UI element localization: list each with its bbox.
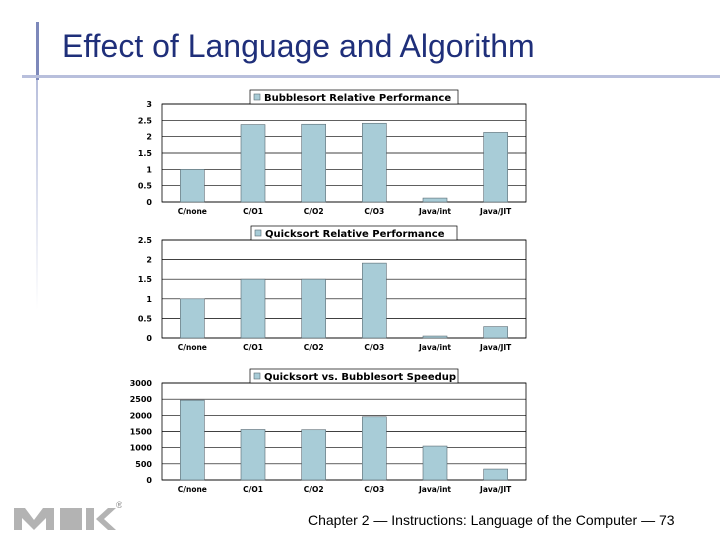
x-tick-label: C/O1 [243,485,263,494]
accent-horizontal-bar [22,75,720,78]
chart-title: Bubblesort Relative Performance [264,93,451,104]
legend-swatch [253,93,261,101]
bar [240,124,266,203]
x-tick-label: C/O3 [364,207,384,216]
y-tick-label: 0.5 [138,182,153,191]
y-tick-label: 0 [146,334,152,343]
y-tick-label: 500 [135,460,152,469]
y-tick-label: 2500 [130,395,153,404]
bar [180,399,205,481]
y-tick-label: 2 [146,256,152,265]
bar [362,122,387,203]
y-tick-label: 3 [146,100,152,109]
bar [422,335,448,339]
bubblesort-chart: 0 0.5 1 1.5 2 2.5 3 C/none C/O1 C/O2 C/O3 Java/int J… [138,89,527,216]
mk-logo-shape [14,508,116,530]
y-tick-label: 0.5 [138,314,153,323]
y-tick-label: 0 [146,198,152,207]
bar [362,262,387,339]
bar [180,169,205,203]
y-tick-label: 2000 [130,411,153,420]
y-tick-label: 2.5 [138,236,153,245]
bar [422,197,448,203]
x-tick-label: Java/JIT [479,485,512,494]
y-tick-label: 1.5 [138,275,153,284]
x-tick-label: C/none [178,343,207,352]
x-tick-label: Java/int [418,207,451,216]
bar [180,298,205,339]
legend-box [249,89,459,105]
y-tick-label: 1 [146,295,152,304]
bar [240,429,266,481]
y-tick-label: 1000 [130,444,153,453]
bar [422,445,448,481]
bar [240,278,266,339]
y-tick-label: 1.5 [138,149,153,158]
chart-title: Quicksort Relative Performance [265,229,445,240]
registered-mark: ® [116,500,122,510]
y-tick-label: 0 [146,476,152,485]
bar [483,326,508,339]
x-tick-label: C/O2 [304,485,324,494]
y-tick-label: 2 [146,133,152,142]
x-tick-label: C/O3 [364,343,384,352]
legend-swatch [253,372,261,380]
x-tick-label: C/O1 [243,207,263,216]
accent-vertical-fade [36,80,38,310]
accent-vertical-bar [36,22,39,80]
bar [301,278,326,339]
slide-footer: Chapter 2 — Instructions: Language of th… [308,512,675,528]
y-tick-label: 1 [146,165,152,174]
x-tick-label: C/O1 [243,343,263,352]
bar [483,468,508,481]
bar [301,123,326,203]
plot-frame [161,239,527,339]
bar [301,429,326,481]
bar [362,416,387,481]
speedup-chart: 0 500 1000 1500 2000 2500 3000 C/none C/O1 C/O2 C/… [130,368,527,494]
x-tick-label: C/none [178,485,207,494]
x-tick-label: Java/int [418,343,451,352]
legend-box [249,368,459,384]
y-tick-label: 1500 [130,428,153,437]
x-tick-label: Java/JIT [479,343,512,352]
x-tick-label: C/O3 [364,485,384,494]
x-tick-label: C/O2 [304,207,324,216]
x-tick-label: Java/int [418,485,451,494]
y-tick-label: 3000 [130,379,153,388]
y-tick-label: 2.5 [138,116,153,125]
mk-logo-icon: ® [12,496,123,541]
x-tick-label: C/O2 [304,343,324,352]
quicksort-chart: 0 0.5 1 1.5 2 2.5 C/none C/O1 C/O2 C/O3 Java/int Ja… [138,225,527,352]
x-tick-label: Java/JIT [479,207,512,216]
x-tick-label: C/none [178,207,207,216]
bar [483,132,508,203]
legend-swatch [254,229,262,237]
legend-box [250,225,458,241]
chart-title: Quicksort vs. Bubblesort Speedup [264,372,456,383]
slide-title: Effect of Language and Algorithm [62,28,535,64]
